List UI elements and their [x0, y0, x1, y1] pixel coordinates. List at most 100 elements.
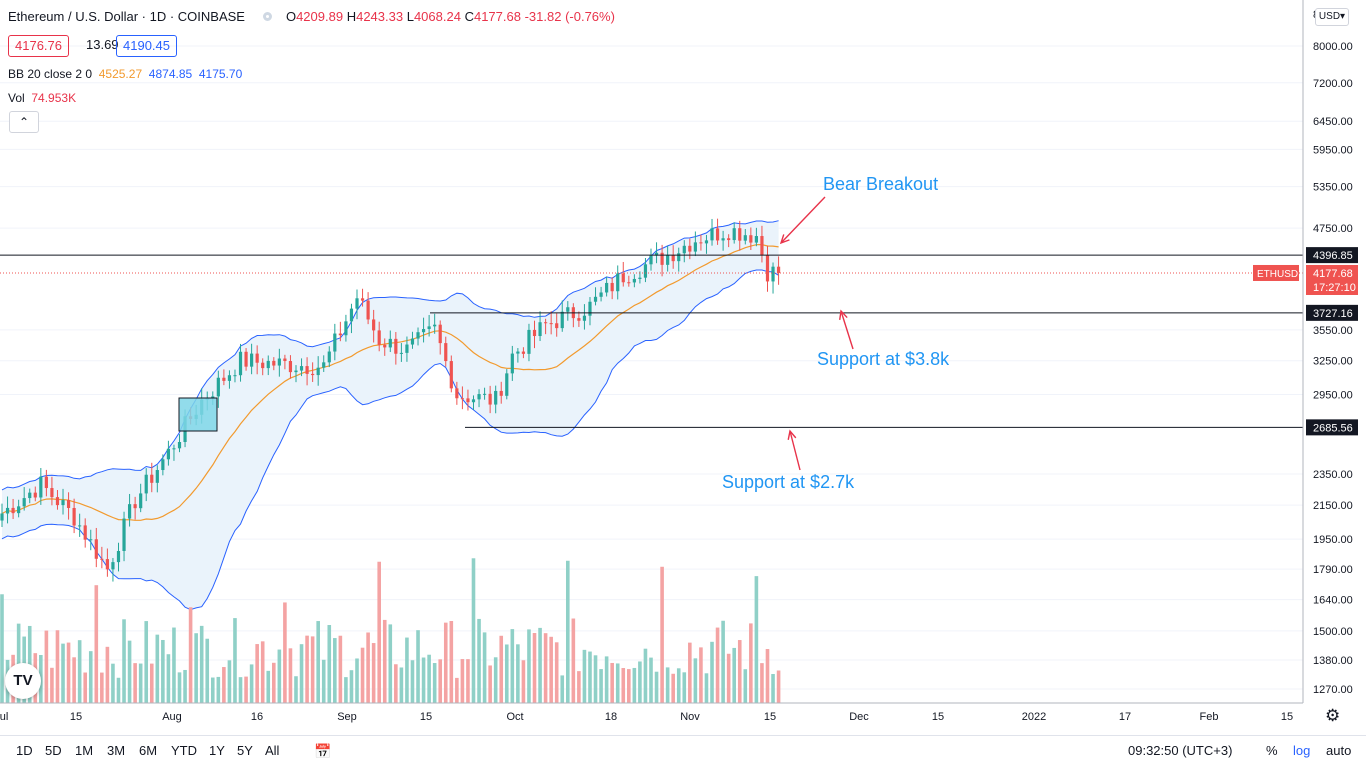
volume-bar — [260, 641, 265, 703]
arrow-bear-breakout — [779, 196, 826, 245]
volume-bar — [460, 659, 465, 703]
annotation-bear-breakout[interactable]: Bear Breakout — [823, 174, 938, 194]
candle — [344, 314, 348, 342]
auto-toggle[interactable]: auto — [1326, 743, 1352, 758]
bid-box[interactable]: 4176.76 — [8, 35, 69, 57]
candle — [305, 357, 309, 386]
candle — [360, 288, 365, 307]
candle — [372, 309, 376, 343]
timeframe-6m[interactable]: 6M — [139, 743, 158, 758]
volume-bar — [360, 647, 365, 703]
time-tick: Sep — [337, 711, 357, 723]
candle — [654, 242, 659, 264]
candle — [177, 434, 182, 453]
volume-bar — [199, 625, 204, 703]
time-tick: 2022 — [1022, 711, 1046, 723]
ask-box[interactable]: 4190.45 — [116, 35, 177, 57]
svg-text:2685.56: 2685.56 — [1313, 422, 1353, 434]
candle — [427, 314, 431, 337]
volume-bar — [477, 618, 481, 703]
volume-bar — [194, 633, 198, 703]
volume-legend[interactable]: Vol 74.953K — [8, 91, 77, 105]
candle — [588, 297, 592, 326]
volume-bar — [344, 677, 348, 703]
price-tag-2685[interactable]: 2685.56 — [1306, 419, 1358, 436]
current-price-tag[interactable]: 4177.68 17:27:10 — [1306, 264, 1358, 295]
volume-bar — [443, 622, 448, 703]
price-chart[interactable]: Bear Breakout Support at $3.8k Support at … — [0, 0, 1366, 735]
volume-bar — [205, 638, 210, 703]
volume-bar — [732, 647, 737, 703]
candle — [582, 304, 587, 330]
highlight-box — [178, 397, 218, 432]
volume-bar — [554, 642, 559, 703]
candle — [288, 355, 293, 379]
volume-bar — [743, 669, 748, 703]
candle — [532, 320, 537, 349]
candle — [544, 318, 548, 335]
time-tick: Dec — [849, 711, 869, 723]
volume-bar — [710, 641, 714, 703]
volume-bar — [466, 659, 470, 703]
clock-time[interactable]: 09:32:50 (UTC+3) — [1128, 743, 1233, 758]
volume-bar — [432, 663, 437, 703]
candle — [322, 355, 326, 372]
price-tick: 1640.00 — [1313, 595, 1353, 607]
timeframe-3m[interactable]: 3M — [107, 743, 126, 758]
volume-bar — [83, 672, 88, 703]
price-tick: 2350.00 — [1313, 469, 1353, 481]
timeframe-1d[interactable]: 1D — [16, 743, 33, 758]
price-tag-3727[interactable]: 3727.16 — [1306, 304, 1358, 321]
timeframe-1m[interactable]: 1M — [75, 743, 94, 758]
volume-bar — [338, 635, 343, 703]
candle — [477, 389, 481, 408]
volume-bar — [438, 659, 443, 703]
chevron-up-icon[interactable]: ⌃ — [9, 111, 39, 133]
volume-bar — [288, 648, 293, 703]
candle — [388, 330, 392, 353]
volume-bar — [721, 620, 725, 703]
candle — [233, 369, 237, 383]
bb-legend[interactable]: BB 20 close 2 0 4525.27 4874.85 4175.70 — [8, 67, 243, 81]
candle — [610, 277, 614, 300]
candle — [455, 381, 459, 405]
calendar-range-icon[interactable]: 📅 — [314, 743, 332, 759]
log-toggle[interactable]: log — [1293, 743, 1311, 758]
candle — [0, 503, 4, 528]
timeframe-5y[interactable]: 5Y — [237, 743, 253, 758]
candle — [721, 230, 725, 251]
candle — [355, 289, 359, 320]
candle — [710, 218, 714, 246]
svg-text:3727.16: 3727.16 — [1313, 308, 1353, 320]
symbol-title[interactable]: Ethereum / U.S. Dollar · 1D · COINBASE — [8, 9, 245, 24]
price-tick: 2950.00 — [1313, 390, 1353, 402]
annotation-support-2-7k[interactable]: Support at $2.7k — [722, 472, 855, 492]
spread-value: 13.69 — [86, 37, 119, 52]
price-tick: 3250.00 — [1313, 356, 1353, 368]
percent-toggle[interactable]: % — [1266, 743, 1278, 758]
volume-bar — [66, 642, 71, 703]
volume-bar — [244, 676, 248, 703]
volume-bar — [327, 625, 332, 703]
timeframe-all[interactable]: All — [265, 743, 280, 758]
candle — [444, 336, 448, 367]
volume-bar — [216, 676, 221, 703]
currency-selector[interactable]: USD▾ — [1315, 8, 1349, 26]
candle — [100, 546, 104, 569]
candle — [505, 369, 509, 400]
price-tag-4396[interactable]: 4396.85 — [1306, 247, 1358, 264]
gear-icon[interactable]: ⚙ — [1325, 706, 1341, 725]
tradingview-logo-icon[interactable]: TV — [5, 663, 41, 699]
volume-bar — [355, 658, 359, 703]
timeframe-5d[interactable]: 5D — [45, 743, 62, 758]
volume-bar — [421, 657, 426, 703]
annotation-support-3-8k[interactable]: Support at $3.8k — [817, 349, 950, 369]
timeframe-ytd[interactable]: YTD — [171, 743, 197, 758]
symbol-tag[interactable]: ETHUSD — [1253, 264, 1299, 281]
candle — [688, 238, 692, 260]
timeframe-1y[interactable]: 1Y — [209, 743, 225, 758]
candle — [438, 320, 442, 355]
candle — [632, 274, 636, 288]
volume-bar — [577, 671, 581, 703]
arrow-support-2-7k — [787, 429, 801, 471]
